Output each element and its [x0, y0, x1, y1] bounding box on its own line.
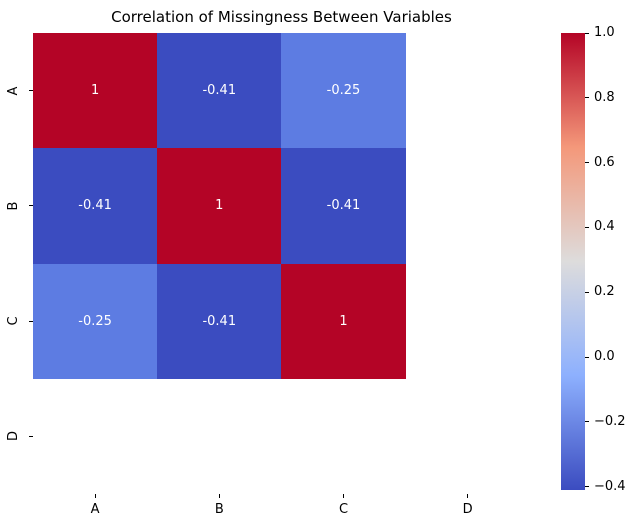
colorbar-tick-label: −0.2 — [594, 413, 626, 429]
cell-annotation: -0.41 — [202, 83, 237, 99]
colorbar-tick-label: 0.4 — [594, 219, 615, 235]
cell-annotation: -0.25 — [78, 313, 112, 329]
cell-annotation: -0.41 — [78, 198, 112, 214]
colorbar-tick-mark — [585, 421, 589, 423]
x-tick-mark — [94, 494, 96, 498]
cell-annotation: -0.41 — [202, 313, 237, 329]
x-tick-label: C — [338, 502, 349, 517]
y-tick-label: D — [5, 431, 21, 442]
cell-annotation: 1 — [215, 198, 224, 214]
cell-annotation: 1 — [339, 313, 348, 329]
cell-annotation: -0.25 — [326, 83, 361, 99]
heatmap-cell: -0.25 — [33, 263, 158, 379]
heatmap-cell: -0.41 — [33, 148, 158, 264]
heatmap-cell: -0.41 — [157, 263, 282, 379]
y-tick-label: B — [5, 201, 21, 211]
x-tick-label: D — [462, 502, 473, 517]
heatmap-cell: 1 — [33, 33, 158, 149]
heatmap-cell: 1 — [281, 263, 406, 379]
colorbar-tick-mark — [585, 162, 589, 164]
colorbar-tick-label: −0.4 — [594, 478, 626, 494]
heatmap-cell: -0.25 — [281, 33, 406, 149]
chart-title: Correlation of Missingness Between Varia… — [111, 8, 452, 26]
x-tick-mark — [218, 494, 220, 498]
colorbar-tick-label: 0.0 — [594, 349, 615, 365]
heatmap-cell: -0.41 — [281, 148, 406, 264]
heatmap-cell: -0.41 — [157, 33, 282, 149]
cell-annotation: -0.41 — [326, 198, 361, 214]
cell-annotation: 1 — [90, 83, 100, 99]
colorbar-tick-mark — [585, 32, 589, 34]
y-tick-mark — [29, 320, 33, 322]
colorbar-tick-mark — [585, 226, 589, 228]
x-tick-mark — [343, 494, 344, 498]
colorbar-tick-label: 0.6 — [594, 154, 615, 170]
y-tick-mark — [29, 435, 33, 437]
colorbar-tick-label: 0.8 — [594, 89, 615, 105]
colorbar — [561, 33, 585, 490]
colorbar-tick-label: 1.0 — [594, 25, 615, 40]
x-tick-label: B — [214, 502, 224, 517]
x-tick-label: A — [90, 502, 100, 517]
y-tick-label: C — [5, 316, 21, 326]
colorbar-tick-mark — [585, 356, 589, 358]
y-tick-mark — [29, 205, 33, 207]
colorbar-tick-mark — [585, 291, 589, 293]
y-tick-label: A — [5, 86, 21, 96]
heatmap: 1 -0.41 -0.25 -0.41 1 -0.41 -0.25 -0.41 1 — [33, 33, 530, 494]
colorbar-tick-label: 0.2 — [594, 284, 615, 300]
colorbar-tick-mark — [585, 486, 589, 488]
y-tick-mark — [29, 90, 33, 92]
x-tick-mark — [467, 494, 469, 498]
colorbar-tick-mark — [585, 97, 589, 99]
heatmap-cell: 1 — [157, 148, 282, 264]
